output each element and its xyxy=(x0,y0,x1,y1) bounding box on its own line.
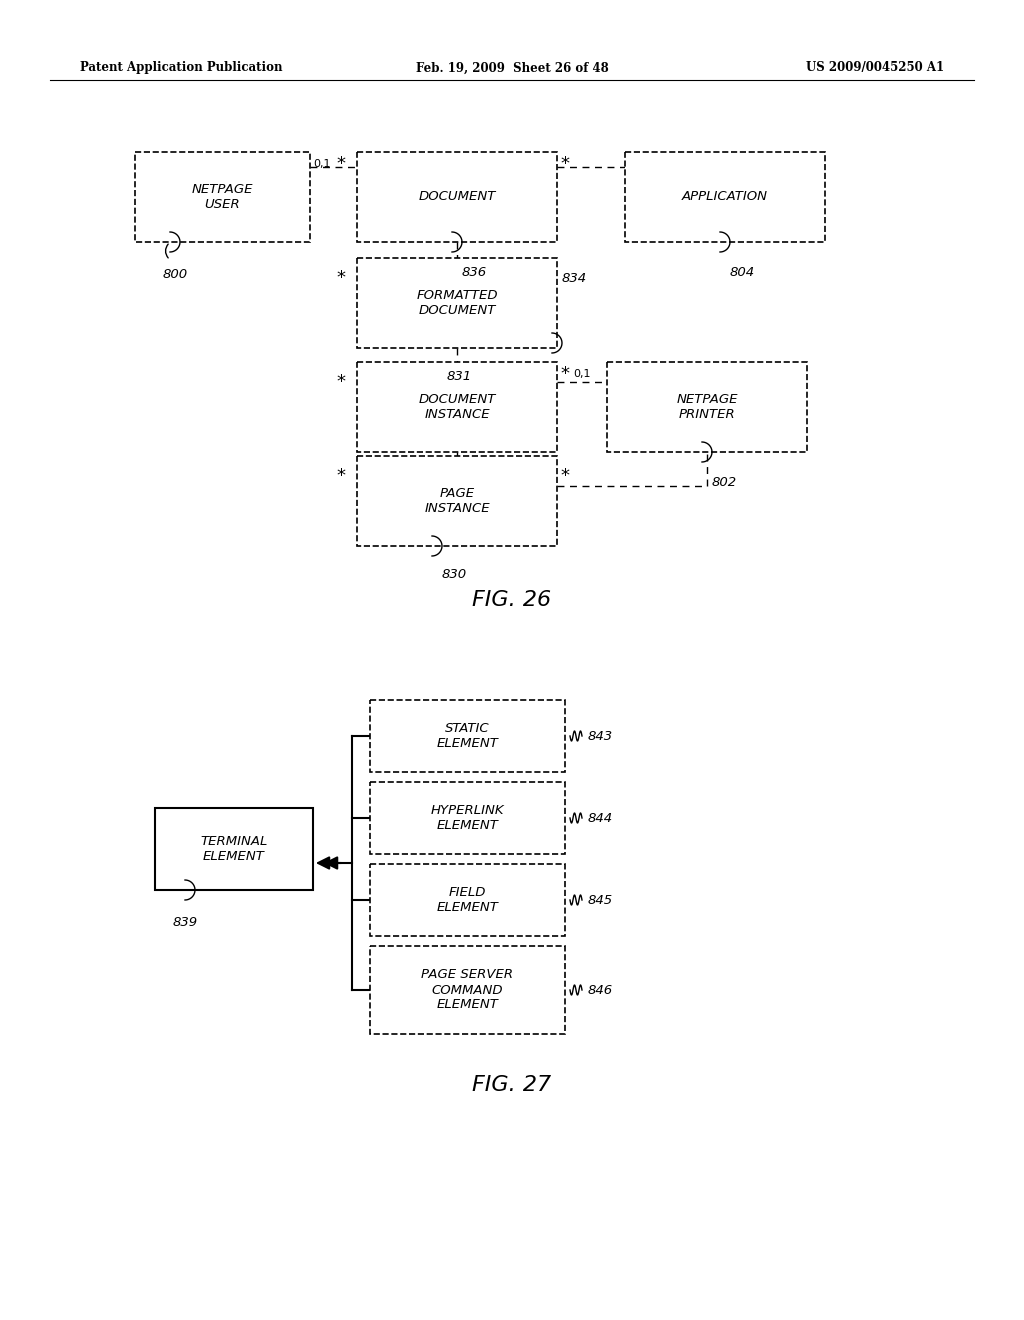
Text: NETPAGE
PRINTER: NETPAGE PRINTER xyxy=(676,393,737,421)
Text: APPLICATION: APPLICATION xyxy=(682,190,768,203)
Text: DOCUMENT
INSTANCE: DOCUMENT INSTANCE xyxy=(419,393,496,421)
Text: 839: 839 xyxy=(173,916,198,929)
Text: 834: 834 xyxy=(562,272,587,285)
Text: *: * xyxy=(560,366,569,383)
Text: 836: 836 xyxy=(462,267,487,279)
Text: 800: 800 xyxy=(163,268,188,281)
Text: 0,1: 0,1 xyxy=(573,370,591,379)
Text: 804: 804 xyxy=(730,267,755,279)
Text: *: * xyxy=(337,269,345,286)
Bar xyxy=(357,362,557,451)
Bar xyxy=(607,362,807,451)
Text: FIELD
ELEMENT: FIELD ELEMENT xyxy=(436,886,499,913)
Text: HYPERLINK
ELEMENT: HYPERLINK ELEMENT xyxy=(431,804,504,832)
Text: Feb. 19, 2009  Sheet 26 of 48: Feb. 19, 2009 Sheet 26 of 48 xyxy=(416,62,608,74)
Bar xyxy=(155,808,313,890)
Text: 830: 830 xyxy=(442,568,467,581)
Text: *: * xyxy=(560,154,569,173)
Text: FORMATTED
DOCUMENT: FORMATTED DOCUMENT xyxy=(416,289,498,317)
Text: FIG. 26: FIG. 26 xyxy=(472,590,552,610)
Text: PAGE SERVER
COMMAND
ELEMENT: PAGE SERVER COMMAND ELEMENT xyxy=(422,969,514,1011)
Bar xyxy=(357,455,557,546)
Bar xyxy=(135,152,310,242)
Text: PAGE
INSTANCE: PAGE INSTANCE xyxy=(424,487,489,515)
Text: Patent Application Publication: Patent Application Publication xyxy=(80,62,283,74)
Text: 844: 844 xyxy=(588,812,613,825)
Bar xyxy=(625,152,825,242)
Text: DOCUMENT: DOCUMENT xyxy=(419,190,496,203)
Text: TERMINAL
ELEMENT: TERMINAL ELEMENT xyxy=(201,836,267,863)
Text: 845: 845 xyxy=(588,894,613,907)
Bar xyxy=(370,865,565,936)
Text: *: * xyxy=(560,467,569,484)
Text: 846: 846 xyxy=(588,983,613,997)
Bar xyxy=(370,700,565,772)
Text: STATIC
ELEMENT: STATIC ELEMENT xyxy=(436,722,499,750)
Text: US 2009/0045250 A1: US 2009/0045250 A1 xyxy=(806,62,944,74)
Text: *: * xyxy=(337,154,345,173)
Text: 0,1: 0,1 xyxy=(313,158,331,169)
Text: 831: 831 xyxy=(447,370,472,383)
Bar xyxy=(357,152,557,242)
Text: *: * xyxy=(337,467,345,484)
Bar xyxy=(370,781,565,854)
Text: 802: 802 xyxy=(712,477,737,488)
Bar xyxy=(370,946,565,1034)
Text: 843: 843 xyxy=(588,730,613,742)
Text: *: * xyxy=(337,374,345,391)
Text: NETPAGE
USER: NETPAGE USER xyxy=(191,183,253,211)
Bar xyxy=(357,257,557,348)
Text: FIG. 27: FIG. 27 xyxy=(472,1074,552,1096)
